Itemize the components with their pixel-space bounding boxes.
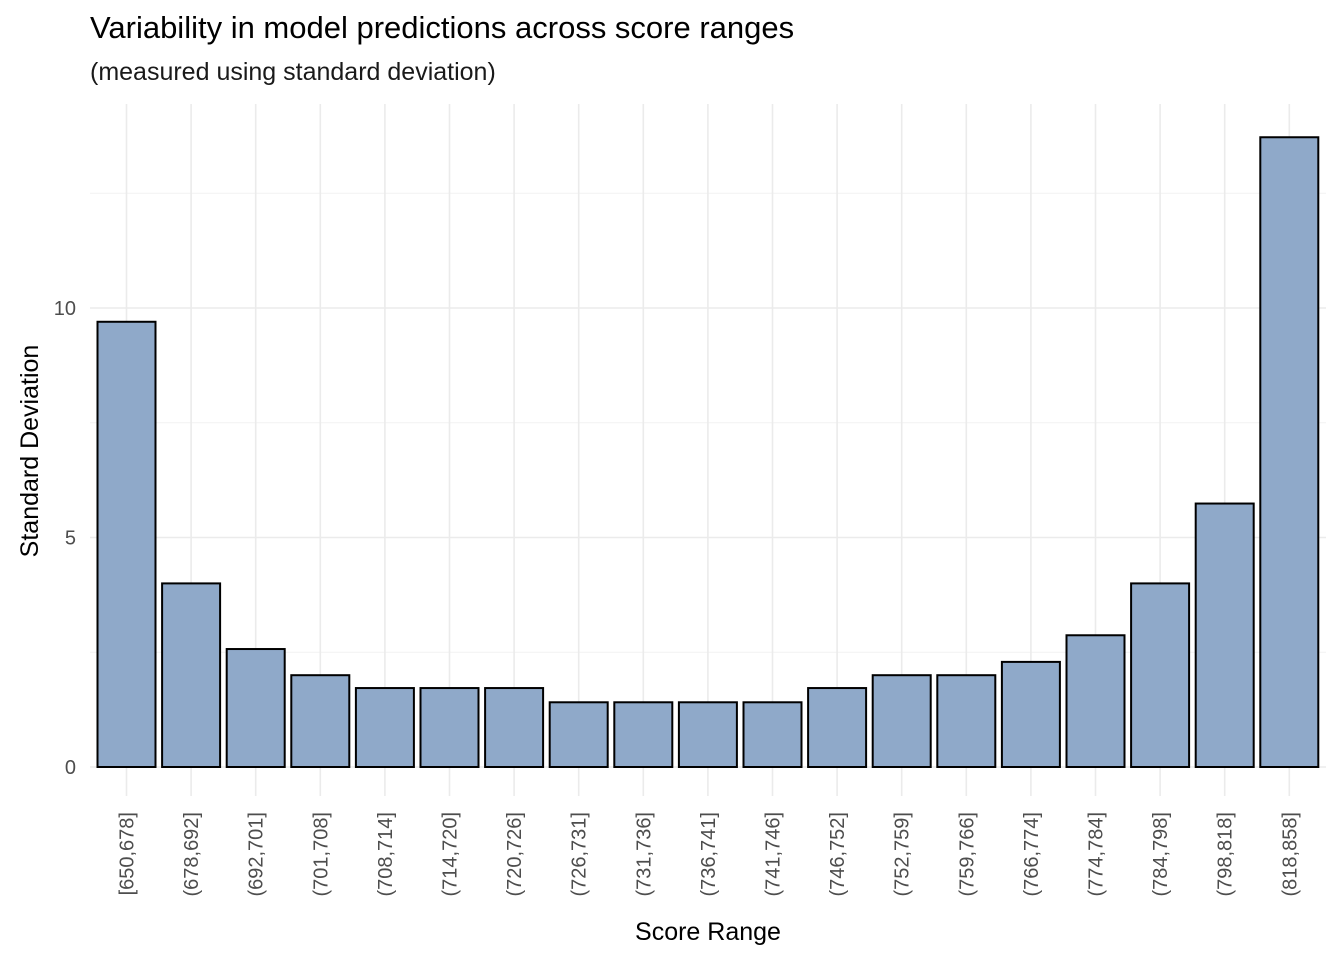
x-tick-label: (818,858] [1279, 812, 1301, 897]
bar [1194, 502, 1255, 768]
x-tick-label: (731,736] [633, 812, 655, 897]
bar [807, 687, 868, 768]
bar [419, 687, 480, 768]
x-tick-label: (708,714] [375, 812, 397, 897]
x-tick-label: (678,692] [181, 812, 203, 897]
x-tick-label: (746,752] [827, 812, 849, 897]
x-tick-label: (726,731] [569, 812, 591, 897]
bar [225, 648, 286, 768]
bar [613, 701, 674, 769]
y-tick-label: 0 [65, 757, 76, 779]
x-tick-label: (752,759] [892, 812, 914, 897]
x-tick-label: [650,678] [117, 812, 139, 895]
bar [1065, 634, 1126, 769]
x-tick-label: (774,784] [1086, 812, 1108, 897]
x-tick-label: (766,774] [1021, 812, 1043, 897]
bar [742, 701, 803, 769]
x-tick-label: (798,818] [1215, 812, 1237, 897]
x-tick-label: (759,766] [956, 812, 978, 897]
bar [290, 674, 351, 769]
bar [548, 701, 609, 769]
x-tick-label: (701,708] [310, 812, 332, 897]
y-tick-labels: 0 5 10 [54, 298, 76, 779]
chart-subtitle: (measured using standard deviation) [90, 58, 496, 86]
x-tick-label: (741,746] [763, 812, 785, 897]
bar [1130, 582, 1191, 769]
bar [354, 687, 415, 768]
x-tick-label: (784,798] [1150, 812, 1172, 897]
chart-title: Variability in model predictions across … [90, 10, 795, 45]
y-tick-label: 10 [54, 298, 76, 320]
y-tick-label: 5 [65, 528, 76, 550]
bar [96, 320, 157, 768]
bar [161, 582, 222, 769]
bars [96, 136, 1320, 769]
bar [936, 674, 997, 769]
y-axis-title: Standard Deviation [16, 345, 44, 558]
x-tick-label: (692,701] [246, 812, 268, 897]
bar [484, 687, 545, 768]
bar [1259, 136, 1320, 768]
bar [677, 701, 738, 769]
bar [1000, 660, 1061, 768]
x-tick-label: (714,720] [440, 812, 462, 897]
x-tick-label: (736,741] [698, 812, 720, 897]
x-tick-label: (720,726] [504, 812, 526, 897]
bar [871, 674, 932, 769]
x-axis-title: Score Range [635, 918, 781, 946]
x-tick-labels: [650,678] (678,692] (692,701] (701,708] (708… [117, 812, 1302, 897]
